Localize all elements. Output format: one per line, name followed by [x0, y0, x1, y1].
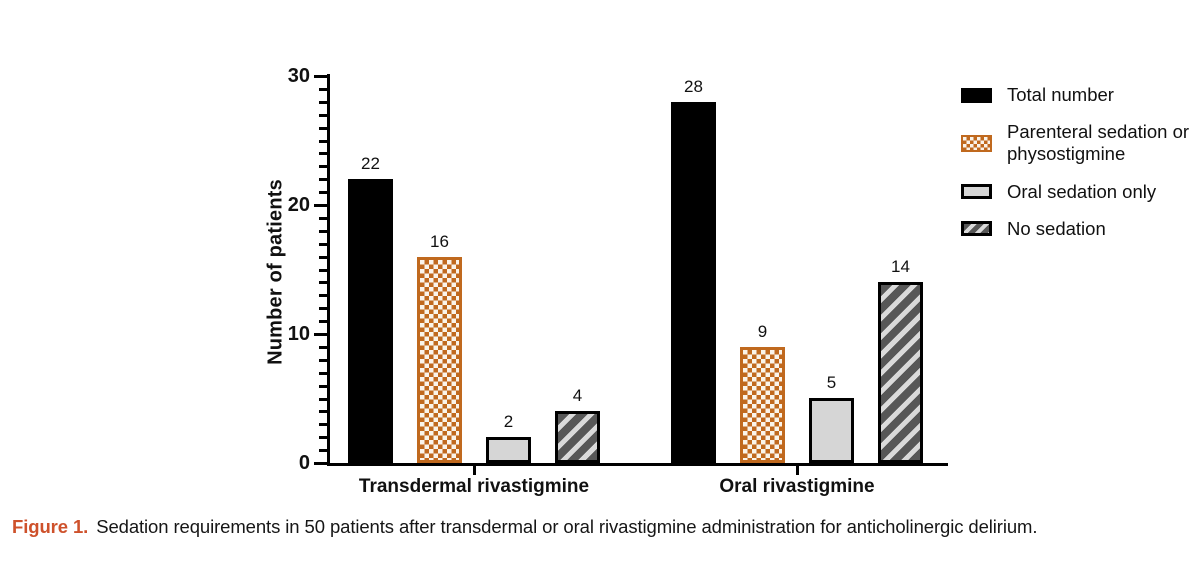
y-axis-tick: [319, 126, 327, 130]
bar-transdermal-rivastigmine-total-number: [348, 179, 393, 463]
x-axis-line: [327, 463, 948, 466]
legend-item-total-number: Total number: [961, 84, 1200, 106]
y-axis-tick: [319, 294, 327, 298]
legend-swatch-diagonal-hatch: [961, 221, 992, 237]
bar-value-label: 4: [572, 386, 583, 405]
legend-swatch-light-gray: [961, 184, 992, 200]
caption-text: Sedation requirements in 50 patients aft…: [96, 516, 1038, 537]
bar-oral-rivastigmine-total-number: [671, 102, 716, 463]
x-category-label-transdermal-rivastigmine: Transdermal rivastigmine: [358, 476, 590, 497]
legend-item-no-sedation: No sedation: [961, 218, 1200, 240]
bar-oral-rivastigmine-no-sedation: [878, 282, 923, 463]
y-tick-label-30: 30: [287, 65, 310, 87]
y-axis-tick: [319, 139, 327, 143]
y-axis-tick: [314, 333, 327, 336]
legend-item-parenteral-sedation-or-physostigmine: Parenteral sedation or physostigmine: [961, 121, 1200, 165]
y-axis-tick: [314, 204, 327, 207]
y-axis-tick: [319, 113, 327, 117]
bar-value-label: 5: [826, 373, 837, 392]
y-axis-tick: [319, 100, 327, 104]
y-axis-tick: [319, 436, 327, 440]
y-axis-tick: [319, 216, 327, 220]
x-axis-group-tick: [795, 466, 799, 475]
y-axis-tick: [314, 462, 327, 465]
y-tick-label-10: 10: [287, 323, 310, 345]
legend-item-oral-sedation-only: Oral sedation only: [961, 181, 1200, 203]
legend-label: Oral sedation only: [1007, 180, 1157, 202]
y-axis-tick: [319, 410, 327, 414]
bar-oral-rivastigmine-parenteral-sedation-or-physostigmine: [740, 347, 785, 463]
y-axis-tick: [319, 307, 327, 311]
legend-swatch-orange-checkerboard: [961, 134, 992, 152]
y-axis-tick: [319, 152, 327, 156]
y-axis-tick: [319, 449, 327, 453]
y-axis-tick: [319, 178, 327, 182]
bar-value-label: 16: [430, 232, 449, 251]
y-axis-tick: [319, 371, 327, 375]
y-axis-tick: [319, 229, 327, 233]
y-axis-tick: [319, 384, 327, 388]
y-axis-tick: [319, 165, 327, 169]
bar-value-label: 28: [684, 77, 703, 96]
y-axis-tick: [314, 75, 327, 78]
legend-label: Parenteral sedation or physostigmine: [1007, 121, 1190, 165]
bar-value-label: 9: [757, 322, 768, 341]
y-axis-tick: [319, 87, 327, 91]
bar-value-label: 2: [503, 412, 514, 431]
legend-label: Total number: [1007, 84, 1114, 105]
figure-caption: Figure 1. Sedation requirements in 50 pat…: [12, 515, 1192, 540]
y-axis-tick: [319, 345, 327, 349]
y-tick-label-20: 20: [287, 194, 310, 216]
x-category-label-oral-rivastigmine: Oral rivastigmine: [719, 476, 875, 497]
legend: Total number Parenteral sedation or physo…: [961, 84, 1200, 240]
x-axis-group-tick: [472, 466, 476, 475]
y-axis-tick: [319, 268, 327, 272]
y-axis-tick: [319, 358, 327, 362]
y-axis-tick: [319, 255, 327, 259]
bar-transdermal-rivastigmine-parenteral-sedation-or-physostigmine: [417, 257, 462, 463]
bar-transdermal-rivastigmine-no-sedation: [555, 411, 600, 463]
y-axis-tick: [319, 281, 327, 285]
bar-oral-rivastigmine-oral-sedation-only: [809, 398, 854, 463]
y-tick-label-0: 0: [298, 452, 310, 474]
y-axis-line: [327, 74, 330, 466]
y-axis-tick: [319, 191, 327, 195]
bar-value-label: 14: [891, 257, 910, 276]
figure-label: Figure 1.: [12, 516, 89, 537]
bar-value-label: 22: [361, 154, 380, 173]
legend-swatch-solid-black: [961, 87, 992, 103]
y-axis-tick: [319, 320, 327, 324]
y-axis-tick: [319, 423, 327, 427]
y-axis-tick: [319, 242, 327, 246]
legend-label: No sedation: [1007, 217, 1106, 239]
bar-transdermal-rivastigmine-oral-sedation-only: [486, 437, 531, 463]
y-axis-tick: [319, 397, 327, 401]
